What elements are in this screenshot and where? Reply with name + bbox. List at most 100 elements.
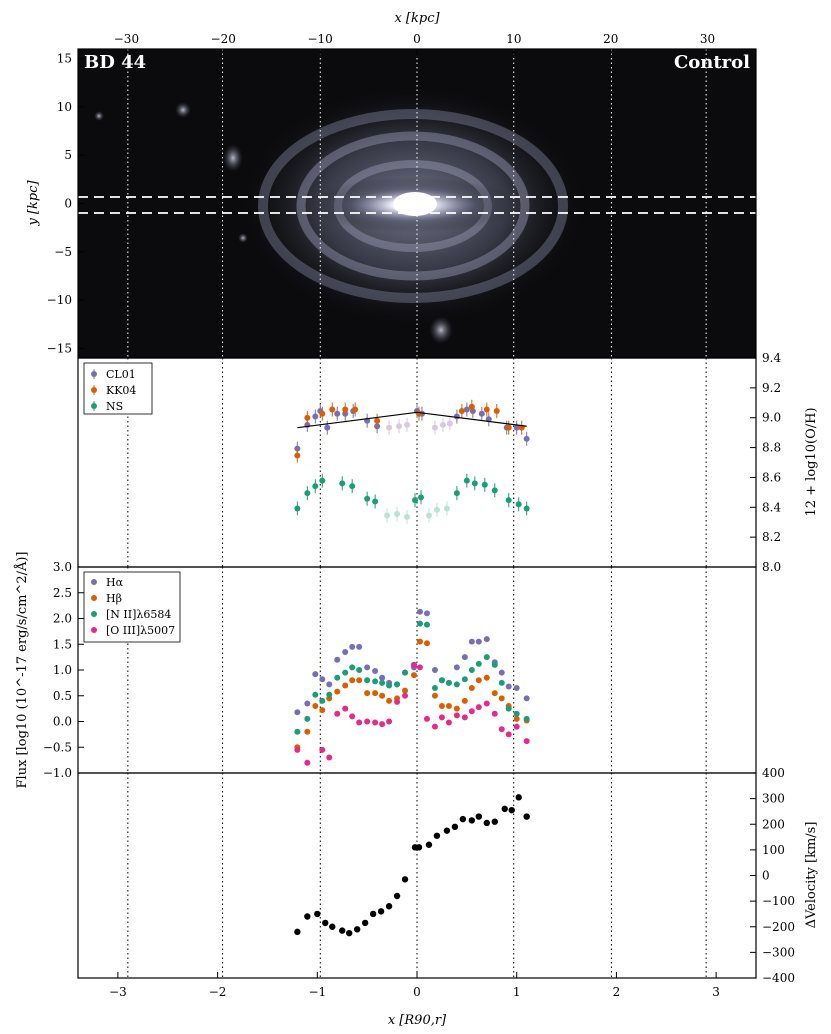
flux-point-0-6 (342, 648, 349, 655)
velocity-point-20 (459, 815, 467, 823)
flux-point-3-12 (386, 718, 393, 725)
bottom-tick-label-4: 1 (513, 985, 521, 999)
flux-point-3-5 (334, 710, 341, 717)
metal-point-1-8 (458, 407, 465, 414)
velocity-point-3 (322, 919, 329, 927)
flux-point-2-6 (342, 669, 349, 676)
flux-point-3-19 (438, 714, 445, 721)
flux-point-2-7 (349, 664, 356, 671)
flux-point-2-28 (505, 705, 512, 712)
metal-point-2-14 (491, 487, 498, 494)
flux-point-3-23 (468, 708, 475, 715)
image-y-tick-label-1: −10 (47, 293, 72, 307)
metal-yticks-tick-label-6: 9.2 (762, 381, 781, 395)
metallicity-y-axis: 8.0 8.2 8.4 8.6 8.8 9.0 9.2 9.4 (750, 351, 781, 574)
metal-point-1-6 (374, 417, 381, 424)
velocity-gridlines (127, 773, 707, 978)
flux-point-2-27 (498, 679, 505, 686)
metal-point-4-0 (384, 512, 391, 519)
metal-point-2-7 (372, 498, 379, 505)
flux-point-3-9 (364, 718, 371, 725)
top-tick-label-6: 30 (700, 32, 715, 46)
flux-point-2-2 (312, 691, 319, 698)
flux-point-3-4 (326, 754, 333, 761)
flux-point-3-21 (453, 712, 460, 719)
flux-point-1-17 (423, 640, 430, 647)
metal-yticks-tick-label-4: 8.8 (762, 441, 781, 455)
flux-point-3-8 (356, 719, 363, 726)
velocity-point-6 (346, 929, 353, 937)
metal-legend-marker-1 (91, 387, 97, 393)
metal-point-3-1 (396, 423, 403, 430)
bottom-tick-label-6: 3 (712, 985, 720, 999)
velocity-point-12 (393, 892, 401, 900)
velocity-point-21 (468, 817, 476, 824)
velocity-y-axis-label: ΔVelocity [km/s] (804, 822, 819, 929)
velocity-point-13 (401, 876, 409, 883)
flux-point-3-20 (445, 719, 452, 726)
flux-point-3-28 (505, 731, 512, 738)
velocity-point-5 (339, 927, 346, 934)
flux-point-3-24 (475, 704, 482, 711)
velocity-point-27 (515, 794, 522, 801)
flux-point-3-29 (513, 723, 520, 730)
metal-point-0-15 (478, 410, 485, 417)
metal-point-1-5 (352, 406, 359, 413)
flux-point-2-19 (438, 677, 445, 684)
velocity-point-22 (475, 813, 483, 820)
flux-point-1-11 (379, 692, 386, 699)
metal-point-4-1 (394, 511, 401, 518)
metal-point-1-12 (505, 424, 512, 431)
metallicity-legend: CL01 KK04 NS (83, 362, 153, 415)
flux-legend-marker-3 (91, 627, 97, 633)
metal-point-1-4 (342, 406, 349, 413)
flux-point-2-16 (416, 620, 423, 627)
metal-legend-label-0: CL01 (106, 368, 136, 381)
metal-point-4-5 (443, 505, 450, 512)
flux-legend-box (83, 571, 181, 643)
top-x-axis-label: x [kpc] (394, 11, 440, 26)
flux-point-0-8 (356, 643, 363, 650)
flux-point-0-11 (379, 674, 386, 681)
velocity-point-16 (425, 841, 433, 848)
metal-point-1-3 (329, 406, 336, 413)
flux-point-0-16 (416, 608, 423, 615)
flux-point-3-0 (294, 746, 301, 753)
velocity-point-4 (329, 923, 336, 930)
flux-point-0-0 (294, 709, 301, 716)
metal-point-4-2 (404, 513, 411, 520)
velocity-panel: −400 −300 −200 −100 0 100 200 300 400 −3 −2 −1 0 1 2 3… (77, 766, 819, 1028)
flux-legend-label-2: [N II]λ6584 (106, 608, 171, 621)
flux-point-3-3 (319, 746, 326, 753)
bottom-x-axis-label: x [R90,r] (388, 1013, 447, 1028)
flux-point-0-9 (364, 664, 371, 671)
metallicity-panel: 8.0 8.2 8.4 8.6 8.8 9.0 9.2 9.4 12 + log10(O/H)… (77, 351, 819, 574)
vel-yticks-tick-label-0: −400 (762, 971, 795, 985)
flux-legend-marker-0 (91, 579, 97, 585)
flux-point-3-6 (342, 705, 349, 712)
velocity-point-10 (377, 908, 385, 915)
velocity-point-24 (491, 818, 498, 825)
metal-point-2-13 (481, 481, 488, 488)
flux-point-0-27 (498, 669, 505, 676)
flux-point-3-16 (416, 664, 423, 671)
metal-yticks-tick-label-7: 9.4 (762, 351, 781, 365)
flux-point-0-28 (505, 683, 512, 690)
flux-point-1-14 (402, 687, 409, 694)
metal-point-2-8 (412, 497, 419, 504)
metal-point-2-6 (364, 495, 371, 502)
metallicity-marks (294, 399, 530, 524)
vel-yticks-tick-label-4: 0 (762, 869, 770, 883)
flux-point-3-11 (379, 721, 386, 728)
metal-point-3-4 (439, 421, 446, 428)
top-tick-label-1: −20 (211, 32, 236, 46)
metal-point-4-4 (433, 506, 440, 513)
galaxy-picture (94, 88, 583, 344)
bottom-tick-label-3: 0 (413, 985, 421, 999)
bottom-x-axis: −3 −2 −1 0 1 2 3 (109, 972, 720, 999)
metal-legend-marker-0 (91, 371, 97, 377)
flux-point-0-24 (475, 638, 482, 645)
vel-yticks-tick-label-2: −200 (762, 920, 795, 934)
top-tick-label-0: −30 (114, 32, 139, 46)
flux-point-2-18 (431, 685, 438, 692)
